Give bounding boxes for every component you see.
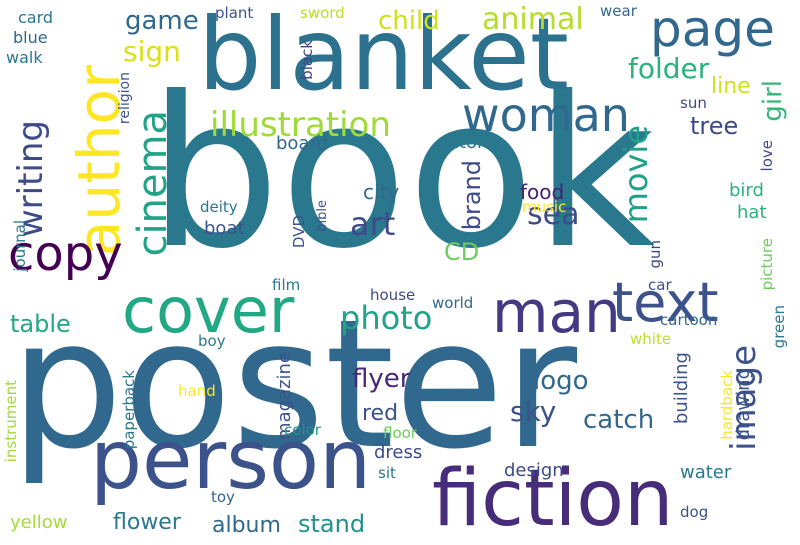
word-animal: animal xyxy=(482,2,584,37)
word-music: music xyxy=(522,198,567,216)
word-green: green xyxy=(770,305,788,349)
word-deity: deity xyxy=(200,198,238,216)
word-film: film xyxy=(272,276,301,294)
word-folder: folder xyxy=(628,52,710,85)
word-color: color xyxy=(284,421,321,439)
word-hat: hat xyxy=(737,202,767,223)
word-illustration: illustration xyxy=(210,105,391,145)
word-man: man xyxy=(492,278,621,346)
word-girl: girl xyxy=(758,80,788,122)
word-gun: gun xyxy=(646,240,664,269)
word-white: white xyxy=(630,330,672,348)
word-dvd: DVD xyxy=(290,215,308,249)
word-drawing: drawing xyxy=(733,368,754,441)
word-walk: walk xyxy=(6,48,43,67)
word-love: love xyxy=(758,140,776,172)
word-plant: plant xyxy=(215,4,254,22)
word-sign: sign xyxy=(123,35,181,68)
word-page: page xyxy=(650,0,775,58)
word-catch: catch xyxy=(583,405,655,435)
word-blue: blue xyxy=(13,28,48,47)
word-copy: copy xyxy=(8,226,123,282)
word-toy: toy xyxy=(211,488,235,506)
word-fiction: fiction xyxy=(432,454,674,544)
word-boat: boat xyxy=(204,218,245,239)
word-city: city xyxy=(363,180,400,204)
word-text: text xyxy=(612,271,719,334)
word-poster: poster xyxy=(10,281,578,488)
word-hardback: hardback xyxy=(718,370,736,440)
word-sit: sit xyxy=(378,464,396,482)
word-design: design xyxy=(504,460,564,481)
word-bird: bird xyxy=(729,180,764,201)
word-hand: hand xyxy=(178,382,216,400)
word-yellow: yellow xyxy=(10,512,68,533)
word-sky: sky xyxy=(510,395,557,428)
word-actor: actor xyxy=(438,132,485,153)
word-stand: stand xyxy=(298,510,366,538)
word-flower: flower xyxy=(113,510,181,535)
word-logo: logo xyxy=(533,366,589,396)
word-cover: cover xyxy=(122,274,295,347)
word-picture: picture xyxy=(758,238,776,291)
word-world: world xyxy=(432,294,474,312)
word-journal: journal xyxy=(11,220,29,272)
word-brand: brand xyxy=(458,160,486,231)
word-paperback: paperback xyxy=(120,370,138,450)
word-bible: bible xyxy=(315,200,330,232)
word-sea: sea xyxy=(527,197,580,232)
word-black: black xyxy=(298,40,316,80)
word-boy: boy xyxy=(198,332,226,350)
word-floor: floor xyxy=(383,424,417,442)
word-line: line xyxy=(711,74,751,99)
word-building: building xyxy=(671,352,692,425)
word-religion: religion xyxy=(117,72,133,125)
word-dog: dog xyxy=(680,503,709,521)
word-table: table xyxy=(10,310,71,338)
word-movie: movie xyxy=(617,125,655,224)
word-cd: CD xyxy=(444,238,480,266)
word-red: red xyxy=(362,401,399,426)
word-cinema: cinema xyxy=(130,110,176,257)
word-car: car xyxy=(648,276,672,294)
word-photo: photo xyxy=(340,299,433,337)
word-sword: sword xyxy=(300,4,345,22)
word-book: book xyxy=(148,53,655,295)
word-water: water xyxy=(680,462,732,483)
word-album: album xyxy=(212,513,281,538)
word-wear: wear xyxy=(600,2,637,20)
word-instrument: instrument xyxy=(2,380,20,463)
word-art: art xyxy=(350,205,396,243)
word-dress: dress xyxy=(374,442,423,463)
word-food: food xyxy=(520,180,565,204)
word-board: board xyxy=(276,133,328,154)
word-house: house xyxy=(370,286,416,304)
word-card: card xyxy=(18,8,54,27)
word-child: child xyxy=(378,6,440,36)
word-flyer: flyer xyxy=(352,364,411,394)
word-person: person xyxy=(90,413,372,508)
word-woman: woman xyxy=(462,88,630,142)
word-blanket: blanket xyxy=(198,0,569,113)
word-sun: sun xyxy=(680,94,707,112)
word-cartoon: cartoon xyxy=(660,311,718,329)
word-tree: tree xyxy=(690,112,739,140)
word-game: game xyxy=(125,6,199,36)
